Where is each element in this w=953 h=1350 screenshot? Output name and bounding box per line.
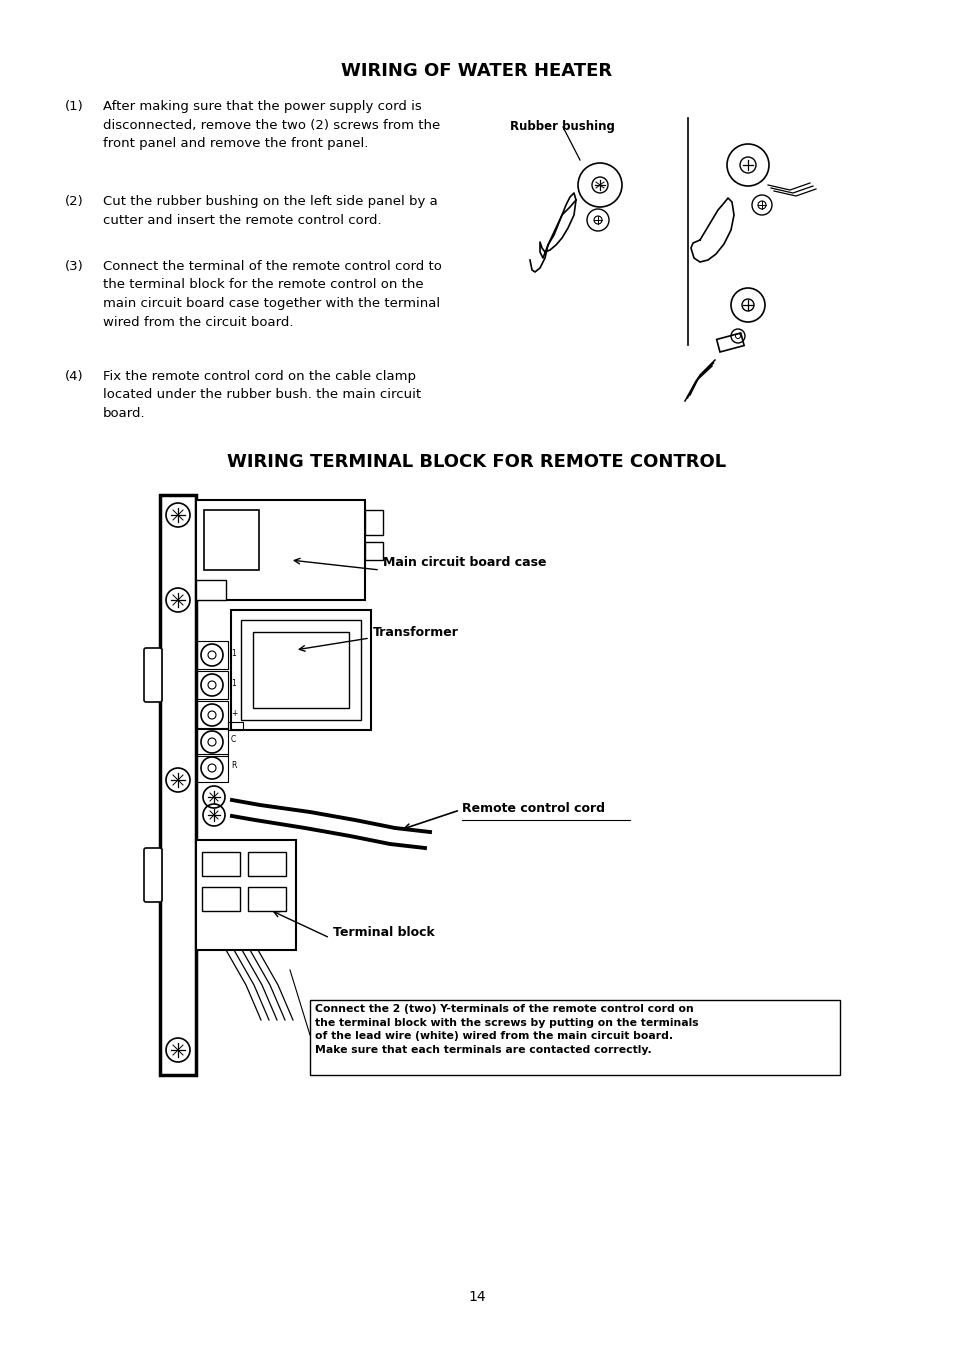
Text: (2): (2) [65,194,84,208]
Text: Main circuit board case: Main circuit board case [382,556,546,570]
Bar [195,701,228,729]
Text: +: + [231,709,237,717]
Bar [195,500,365,599]
Text: Transformer: Transformer [373,625,458,639]
Bar [195,728,228,756]
Text: Terminal block: Terminal block [333,926,435,940]
Bar [204,510,258,570]
Bar [365,541,382,560]
Text: WIRING OF WATER HEATER: WIRING OF WATER HEATER [341,62,612,80]
FancyBboxPatch shape [144,848,162,902]
Bar [228,722,243,730]
Text: (3): (3) [65,261,84,273]
Bar [241,620,360,720]
Bar [195,755,228,782]
FancyBboxPatch shape [144,648,162,702]
Bar [202,852,240,876]
Text: (4): (4) [65,370,84,383]
Bar [231,610,371,730]
Bar [202,887,240,911]
Text: After making sure that the power supply cord is
disconnected, remove the two (2): After making sure that the power supply … [103,100,439,150]
Bar [195,641,228,670]
Text: 1: 1 [231,648,235,657]
Bar [253,632,349,707]
Bar [248,887,286,911]
Bar [248,852,286,876]
Text: 1: 1 [231,679,235,687]
Bar [195,840,295,950]
Text: (1): (1) [65,100,84,113]
Text: Rubber bushing: Rubber bushing [510,120,615,134]
Bar [160,495,195,1075]
Text: R: R [231,761,236,771]
Text: WIRING TERMINAL BLOCK FOR REMOTE CONTROL: WIRING TERMINAL BLOCK FOR REMOTE CONTROL [227,454,726,471]
Text: Fix the remote control cord on the cable clamp
located under the rubber bush. th: Fix the remote control cord on the cable… [103,370,420,420]
Bar [195,671,228,699]
Bar [716,333,743,352]
Text: Remote control cord: Remote control cord [461,802,604,814]
Bar [195,580,226,599]
Text: Cut the rubber bushing on the left side panel by a
cutter and insert the remote : Cut the rubber bushing on the left side … [103,194,437,227]
Bar [310,1000,840,1075]
Text: Connect the terminal of the remote control cord to
the terminal block for the re: Connect the terminal of the remote contr… [103,261,441,328]
Bar [365,510,382,535]
Text: 14: 14 [468,1291,485,1304]
Text: C: C [231,736,236,744]
Text: Connect the 2 (two) Y-terminals of the remote control cord on
the terminal block: Connect the 2 (two) Y-terminals of the r… [314,1004,698,1054]
